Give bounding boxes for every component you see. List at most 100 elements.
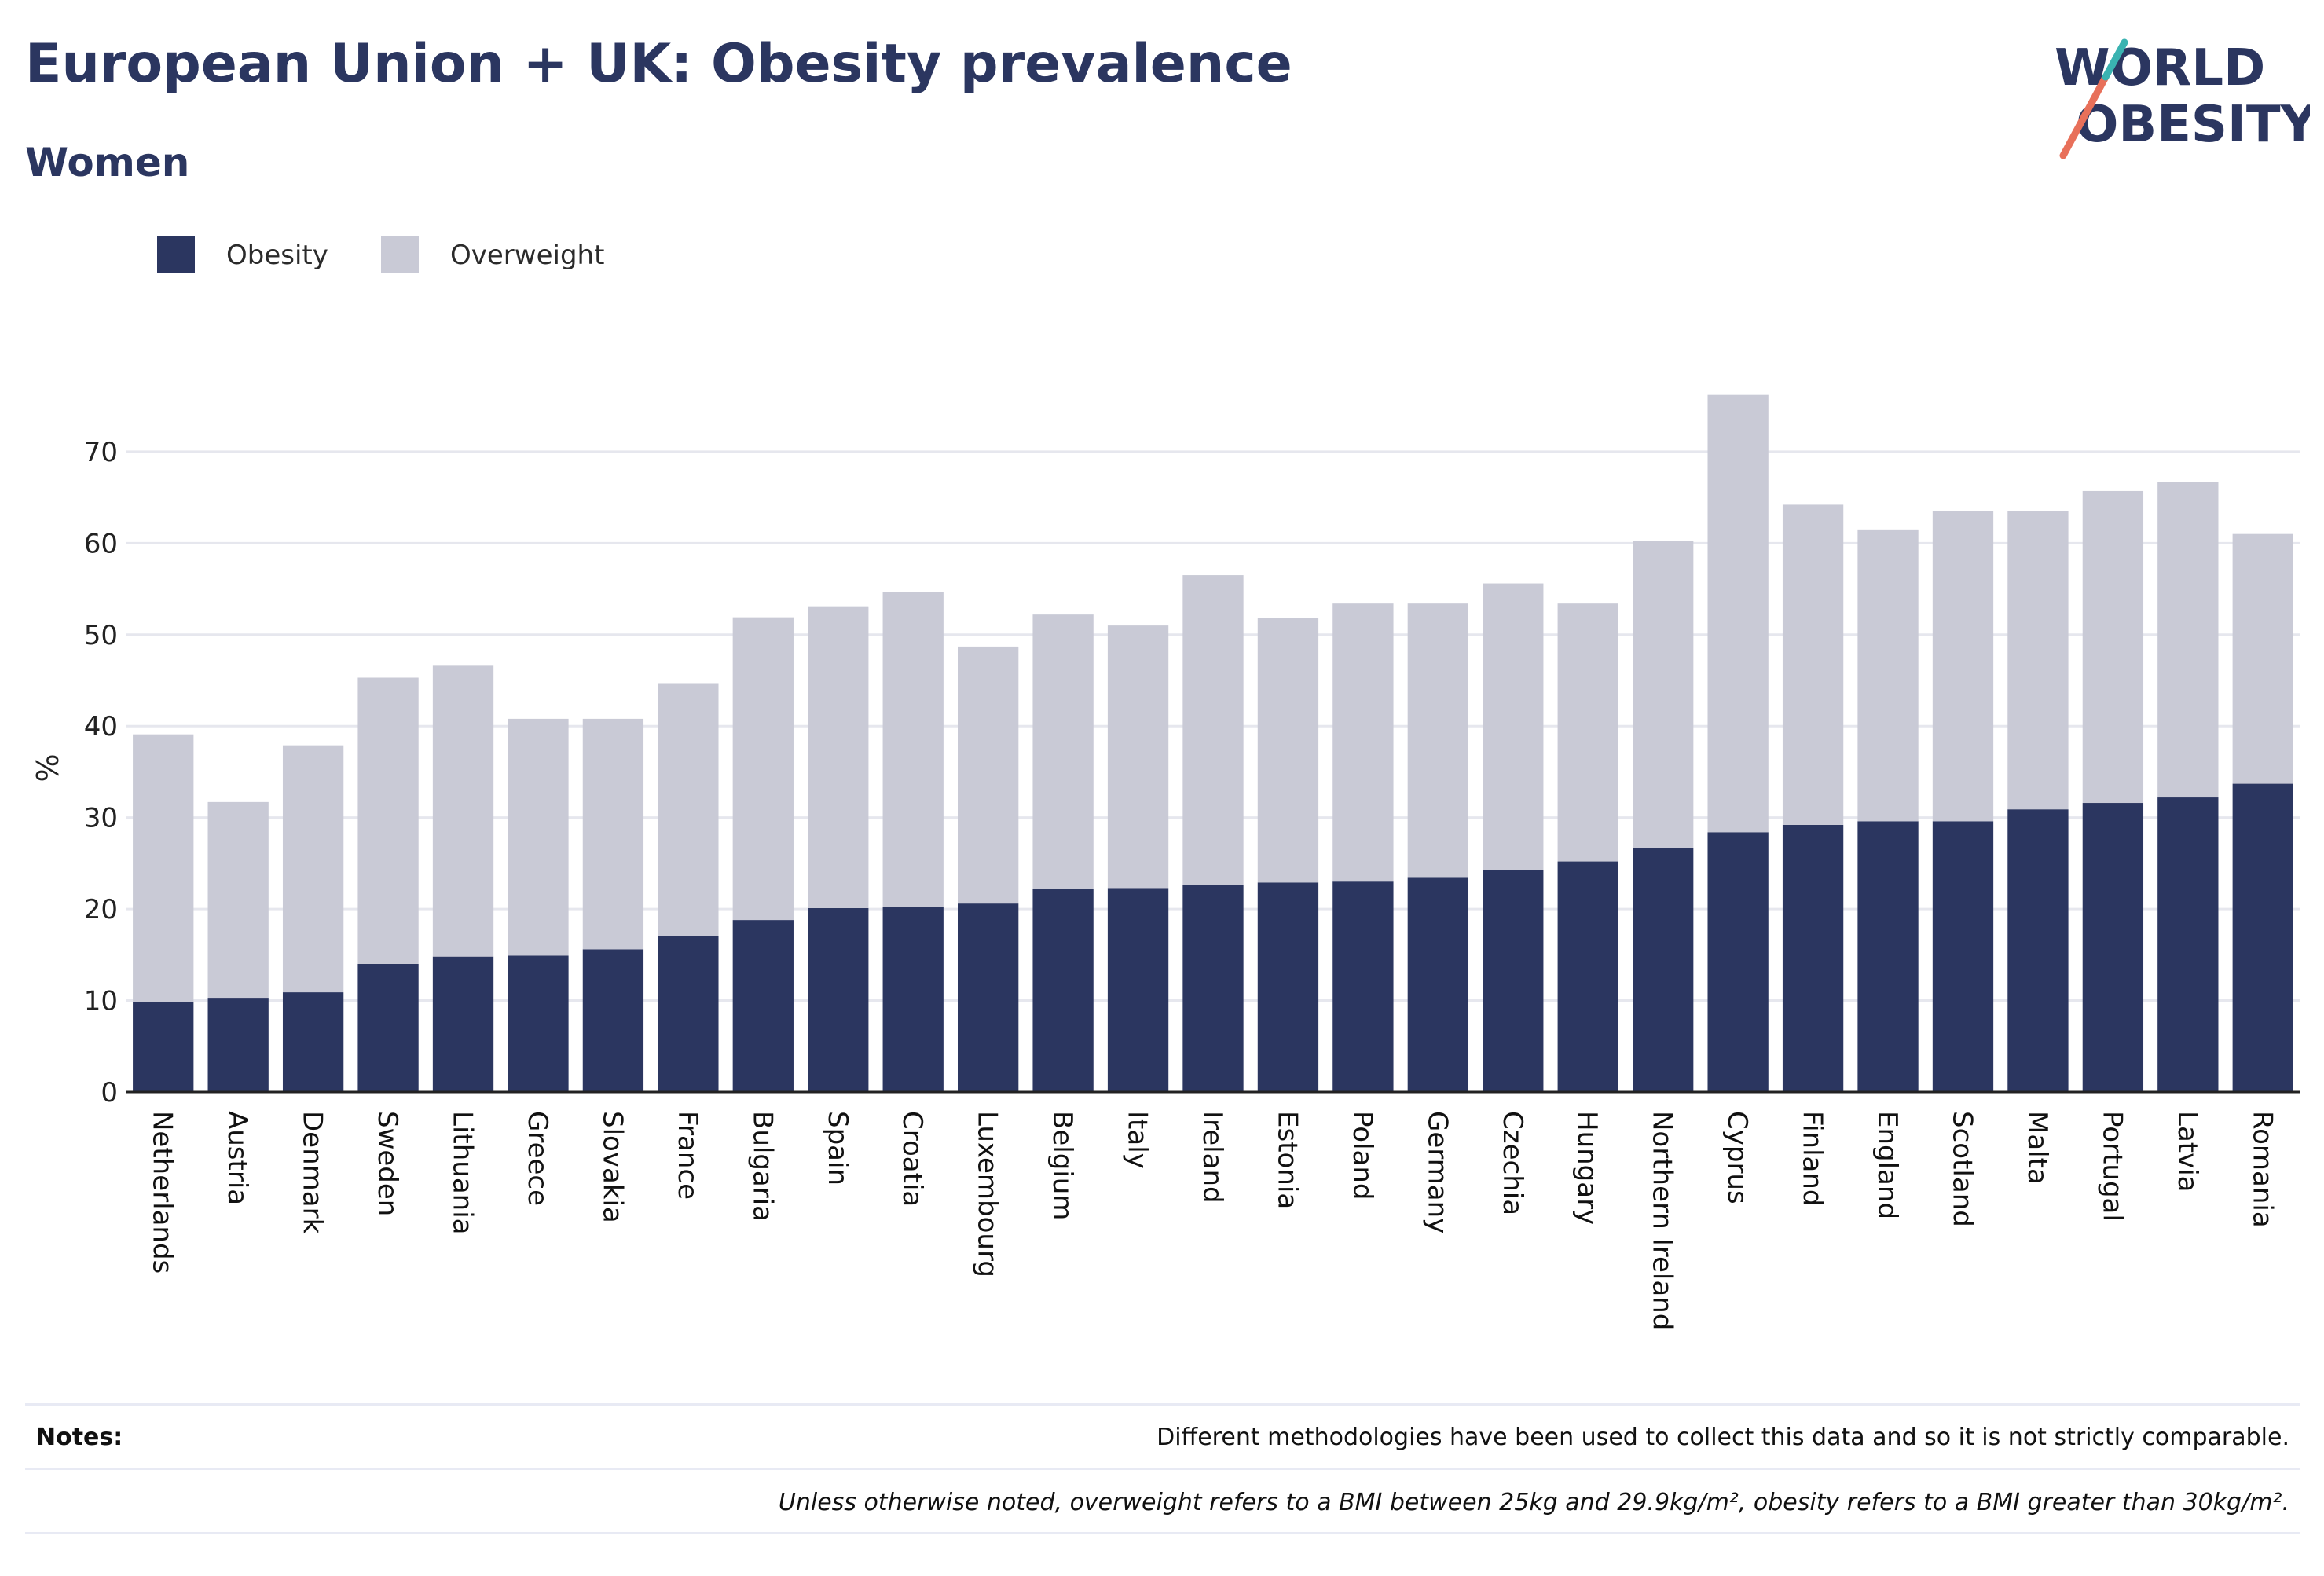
bar-overweight (2157, 482, 2219, 798)
chart-subtitle: Women (25, 140, 190, 185)
legend-swatch-overweight (381, 236, 419, 273)
y-axis: 0 10 20 30 40 50 60 70% (31, 437, 118, 1109)
x-tick-label: Lithuania (447, 1111, 478, 1234)
bar-overweight (1782, 504, 1844, 825)
x-tick-label: Italy (1122, 1111, 1153, 1169)
logo-line1: WORLD (2055, 39, 2265, 97)
bar-obesity (658, 935, 719, 1092)
world-obesity-logo: WORLD OBESITY (2055, 38, 2310, 159)
notes-divider-top (25, 1403, 2300, 1406)
notes-text: Different methodologies have been used t… (1157, 1424, 2289, 1451)
x-tick-label: Latvia (2172, 1111, 2203, 1193)
x-tick-label: Belgium (1047, 1111, 1078, 1220)
bar-overweight (1857, 529, 1919, 822)
notes-divider-mid (25, 1468, 2300, 1470)
x-tick-label: England (1871, 1111, 1903, 1219)
y-axis-label: % (31, 753, 65, 782)
bar-overweight (1707, 394, 1769, 833)
y-tick-label: 50 (84, 620, 118, 651)
x-tick-label: Denmark (297, 1111, 328, 1234)
x-tick-label: Netherlands (147, 1111, 178, 1274)
notes-definition: Unless otherwise noted, overweight refer… (778, 1489, 2289, 1516)
x-tick-label: Estonia (1271, 1111, 1303, 1209)
bar-obesity (133, 1002, 194, 1092)
bar-obesity (1407, 877, 1469, 1092)
x-tick-label: Slovakia (596, 1111, 628, 1223)
bar-overweight (2232, 533, 2293, 784)
bar-overweight (1633, 541, 1694, 848)
bar-obesity (1257, 882, 1319, 1092)
bar-obesity (2232, 783, 2293, 1092)
x-tick-label: Bulgaria (746, 1111, 778, 1222)
x-tick-label: Northern Ireland (1647, 1111, 1678, 1330)
bar-obesity (432, 956, 494, 1092)
logo-line2: OBESITY (2076, 96, 2310, 154)
y-tick-label: 10 (84, 986, 118, 1017)
bar-obesity (1483, 870, 1544, 1092)
chart-title: European Union + UK: Obesity prevalence (25, 33, 1292, 95)
x-tick-label: France (672, 1111, 703, 1200)
bar-overweight (582, 718, 644, 950)
bar-obesity (1707, 832, 1769, 1092)
bar-obesity (2007, 809, 2069, 1092)
y-tick-label: 0 (101, 1077, 118, 1109)
x-tick-label: Scotland (1946, 1111, 1978, 1227)
x-tick-label: Austria (222, 1111, 253, 1205)
bar-overweight (432, 665, 494, 957)
bar-obesity (1932, 821, 1994, 1092)
bar-overweight (508, 718, 569, 956)
y-tick-label: 40 (84, 711, 118, 742)
bar-overweight (1257, 618, 1319, 883)
bar-obesity (1182, 885, 1244, 1092)
x-tick-label: Croatia (896, 1111, 928, 1207)
x-tick-label: Portugal (2096, 1111, 2128, 1222)
bar-overweight (2082, 490, 2144, 804)
bar-obesity (808, 907, 869, 1092)
bar-overweight (207, 801, 269, 999)
bar-obesity (357, 963, 419, 1092)
bar-obesity (1032, 889, 1094, 1092)
x-tick-label: Luxembourg (972, 1111, 1003, 1277)
y-tick-label: 70 (84, 437, 118, 468)
x-tick-label: Cyprus (1721, 1111, 1753, 1204)
bars (133, 394, 2293, 1092)
bar-obesity (1857, 821, 1919, 1092)
bar-overweight (282, 745, 344, 993)
bar-overweight (882, 592, 944, 907)
bar-overweight (1932, 511, 1994, 822)
bar-obesity (207, 998, 269, 1092)
legend-label-overweight: Overweight (450, 240, 604, 271)
logo-slash-coral (2059, 73, 2110, 159)
bar-obesity (582, 949, 644, 1092)
bar-obesity (2157, 797, 2219, 1092)
notes-label: Notes: (36, 1424, 123, 1451)
x-tick-label: Romania (2246, 1111, 2278, 1228)
bar-overweight (1332, 603, 1394, 882)
bar-overweight (133, 734, 194, 1002)
bar-overweight (1107, 625, 1169, 889)
x-tick-label: Czechia (1497, 1111, 1528, 1215)
bar-obesity (508, 955, 569, 1092)
x-tick-label: Poland (1347, 1111, 1378, 1200)
bar-overweight (1182, 575, 1244, 885)
bar-obesity (2082, 803, 2144, 1092)
bar-overweight (1407, 603, 1469, 878)
bar-obesity (957, 903, 1019, 1092)
x-tick-label: Malta (2022, 1111, 2053, 1185)
x-tick-label: Spain (822, 1111, 853, 1186)
bar-obesity (882, 907, 944, 1092)
bar-overweight (357, 677, 419, 964)
legend-label-obesity: Obesity (226, 240, 328, 271)
legend: Obesity Overweight (157, 236, 604, 273)
x-tick-label: Greece (522, 1111, 553, 1206)
x-tick-label: Germany (1421, 1111, 1453, 1233)
bar-obesity (732, 920, 794, 1092)
bar-overweight (658, 683, 719, 936)
x-axis: Netherlands Austria Denmark Sweden Lithuania… (126, 1090, 2300, 1330)
x-tick-label: Sweden (372, 1111, 403, 1216)
bar-overweight (1032, 614, 1094, 889)
notes-divider-bottom (25, 1532, 2300, 1534)
bar-overweight (808, 606, 869, 908)
x-tick-label: Ireland (1197, 1111, 1228, 1204)
bar-overweight (957, 646, 1019, 904)
